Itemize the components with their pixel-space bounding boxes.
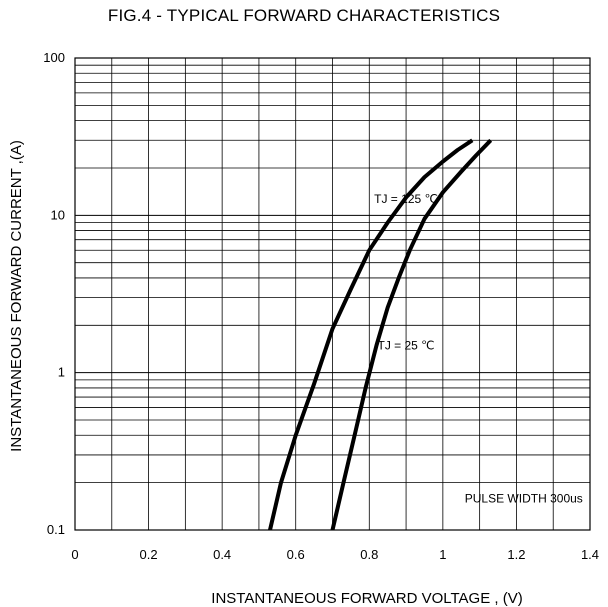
- annotations: TJ = 125 ℃ TJ = 25 ℃ PULSE WIDTH 300us: [374, 192, 583, 505]
- series-line-1: [268, 138, 474, 531]
- annotation-3: PULSE WIDTH 300us: [465, 491, 583, 505]
- x-tick-label: 1: [439, 547, 446, 562]
- y-tick-label: 10: [51, 207, 65, 222]
- x-tick-label: 1.4: [581, 547, 599, 562]
- chart-title: FIG.4 - TYPICAL FORWARD CHARACTERISTICS: [107, 6, 501, 25]
- x-axis-label: INSTANTANEOUS FORWARD VOLTAGE , (V): [211, 590, 522, 607]
- annotation-2: TJ = 25 ℃: [377, 339, 434, 353]
- x-tick-label: 0.4: [213, 547, 231, 562]
- y-tick-labels: 0.1 1 10 100: [43, 50, 65, 537]
- series-layer: [268, 138, 493, 531]
- x-tick-labels: 0 0.2 0.4 0.6 0.8 1 1.2 1.4: [71, 547, 599, 562]
- x-tick-label: 0.6: [287, 547, 305, 562]
- x-tick-label: 0.2: [140, 547, 158, 562]
- series-line-2: [330, 138, 493, 531]
- y-tick-label: 1: [58, 365, 65, 380]
- annotation-1: TJ = 125 ℃: [374, 192, 438, 206]
- x-tick-label: 0: [71, 547, 78, 562]
- y-axis-label: INSTANTANEOUS FORWARD CURRENT ,(A): [8, 140, 25, 452]
- y-tick-label: 0.1: [47, 522, 65, 537]
- y-tick-label: 100: [43, 50, 65, 65]
- x-tick-label: 0.8: [360, 547, 378, 562]
- x-tick-label: 1.2: [507, 547, 525, 562]
- grid: [75, 58, 590, 530]
